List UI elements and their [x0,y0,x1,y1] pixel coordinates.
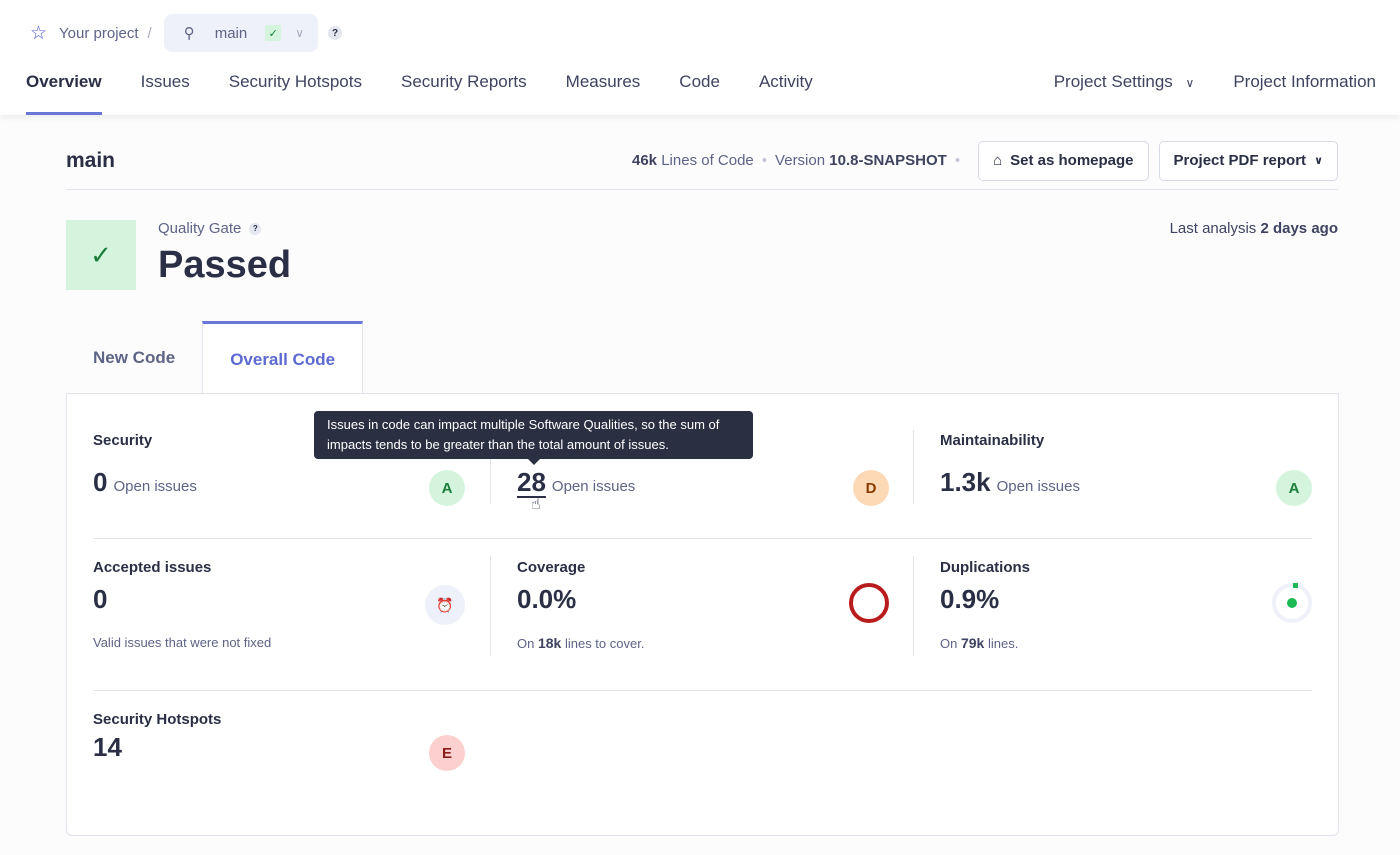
check-icon: ✓ [265,25,282,41]
project-meta: 46k Lines of Code • Version 10.8-SNAPSHO… [632,140,1338,181]
metric-value[interactable]: 14 [93,732,122,762]
metrics-card: Security 0 Open issues A 28 Open issues D … [66,393,1339,836]
tab-measures[interactable]: Measures [565,72,641,91]
tab-issues[interactable]: Issues [140,72,190,91]
branch-icon: ⚲ [183,25,195,42]
rating-badge[interactable]: A [1276,470,1312,506]
divider [490,556,491,656]
divider [93,538,1312,539]
sub-value: 79k [960,635,985,651]
version-value: 10.8-SNAPSHOT [829,152,947,169]
tab-security-reports[interactable]: Security Reports [400,72,527,91]
tab-code[interactable]: Code [679,72,720,91]
metric-value[interactable]: 0.0% [517,584,577,614]
metric-value[interactable]: 0.9% [940,584,1000,614]
sub-suffix: lines. [987,636,1019,651]
branch-selector[interactable]: ⚲ main ✓ ∨ [163,14,319,52]
metric-unit: Open issues [551,478,636,495]
quality-gate-label: Quality Gate? [158,220,262,237]
metric-title: Accepted issues [93,559,212,576]
tooltip: Issues in code can impact multiple Softw… [314,411,753,465]
project-information-link[interactable]: Project Information [1233,72,1376,91]
duplications-ring-icon[interactable] [1272,583,1312,623]
quality-gate-status: Passed [158,244,292,286]
help-icon[interactable]: ? [328,26,343,40]
chevron-down-icon: ∨ [295,26,305,40]
accepted-issues-metric: Accepted issues 0 Valid issues that were… [93,559,465,650]
project-settings-menu[interactable]: Project Settings ∨ [1054,72,1195,115]
metric-value[interactable]: 0 [93,467,108,497]
metric-title: Maintainability [940,432,1045,449]
header: ☆ Your project / ⚲ main ✓ ∨ ? Overview I… [0,0,1400,115]
maintainability-metric: Maintainability 1.3k Open issues A [940,432,1312,506]
dot-separator: • [954,152,961,169]
rating-badge[interactable]: E [429,735,465,771]
page-header: main 46k Lines of Code • Version 10.8-SN… [66,140,1338,190]
rating-badge[interactable]: A [429,470,465,506]
metric-title: Security [93,432,153,449]
metric-unit: Open issues [113,478,197,495]
pdf-report-label: Project PDF report [1173,152,1307,169]
metric-unit: Open issues [996,478,1080,495]
last-analysis-label: Last analysis [1169,220,1257,237]
metric-value[interactable]: 28 [517,467,546,497]
sub-value: 18k [537,635,562,651]
reliability-metric: 28 Open issues D [517,432,889,506]
snooze-clock-icon: ⏰ [425,585,465,625]
sub-prefix: On [940,636,958,651]
hand-cursor-icon: ☝ [531,496,541,513]
tab-overall-code[interactable]: Overall Code [202,321,364,395]
page-title: main [66,148,116,172]
divider [490,430,491,504]
divider [913,556,914,656]
set-homepage-label: Set as homepage [1010,152,1134,169]
metric-title: Security Hotspots [93,711,222,728]
sub-suffix: lines to cover. [564,636,645,651]
quality-gate-title: Quality Gate [158,220,242,237]
metric-title: Duplications [940,559,1031,576]
divider [913,430,914,504]
loc-label: Lines of Code [661,152,754,169]
chevron-down-icon: ∨ [1314,155,1323,167]
sub-prefix: On [517,636,535,651]
chevron-down-icon: ∨ [1185,76,1195,90]
metric-value[interactable]: 0 [93,584,108,614]
tab-new-code[interactable]: New Code [93,347,176,367]
coverage-ring-icon[interactable] [849,583,889,623]
main-nav: Overview Issues Security Hotspots Securi… [26,72,1376,115]
tab-activity[interactable]: Activity [758,72,813,91]
metric-subtitle: Valid issues that were not fixed [93,635,272,650]
last-analysis-value: 2 days ago [1260,220,1338,237]
code-tabs: New Code Overall Code [66,321,364,395]
version-label: Version [775,152,826,169]
project-settings-label: Project Settings [1053,72,1173,91]
project-link[interactable]: Your project [59,24,139,42]
coverage-metric: Coverage 0.0% On 18k lines to cover. [517,559,889,651]
help-icon[interactable]: ? [249,222,262,235]
security-metric: Security 0 Open issues A [93,432,465,506]
branch-name: main [214,24,248,42]
last-analysis: Last analysis 2 days ago [1170,220,1338,237]
star-icon[interactable]: ☆ [30,22,48,44]
breadcrumb: ☆ Your project / ⚲ main ✓ ∨ ? [30,14,343,52]
metric-value[interactable]: 1.3k [940,467,991,497]
loc-value: 46k [632,152,658,169]
separator: / [147,24,152,42]
tab-overview[interactable]: Overview [26,72,102,115]
dot-separator: • [761,152,768,169]
tab-security-hotspots[interactable]: Security Hotspots [228,72,362,91]
home-icon: ⌂ [993,152,1003,169]
rating-badge[interactable]: D [853,470,889,506]
set-homepage-button[interactable]: ⌂ Set as homepage [978,140,1149,181]
metric-title: Coverage [517,559,586,576]
duplications-metric: Duplications 0.9% On 79k lines. [940,559,1312,651]
security-hotspots-metric: Security Hotspots 14 E [93,711,465,771]
divider [93,690,1312,691]
pdf-report-button[interactable]: Project PDF report ∨ [1158,140,1338,181]
quality-gate-status-icon: ✓ [66,220,136,290]
